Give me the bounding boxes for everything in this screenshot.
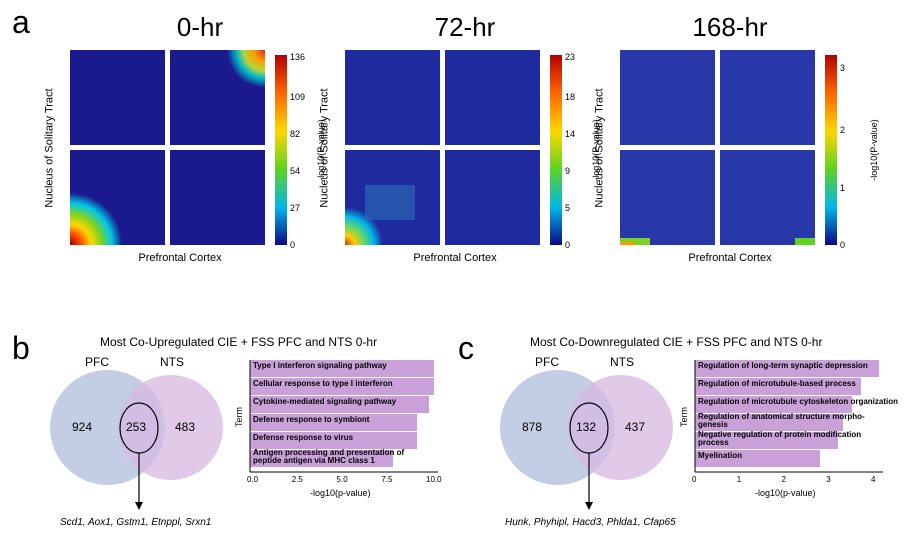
heatmap-quad: [70, 50, 165, 145]
cbar-tick: 3: [840, 63, 845, 73]
cbar-tick: 9: [565, 166, 570, 176]
bar-ylabel-b: Term: [234, 407, 244, 427]
bar-xlabel-b: -log10(p-value): [310, 488, 371, 498]
venn-b: PFC NTS 924 483 253: [40, 355, 240, 505]
axis-tick: 10.0: [426, 475, 442, 484]
barchart-b: Type I interferon signaling pathway Cellu…: [250, 360, 440, 468]
heatmap-quad: [720, 150, 815, 245]
bar-label: Regulation of anatomical structure morph…: [698, 413, 865, 429]
heatmap-quad: [445, 50, 540, 145]
heatmap-quad: [620, 50, 715, 145]
axis-tick: 2: [782, 475, 786, 484]
bar-ylabel-c: Term: [679, 407, 689, 427]
cbar-tick: 0: [565, 240, 570, 250]
heatmap-quad: [70, 150, 165, 245]
bar-row: Regulation of anatomical structure morph…: [695, 414, 885, 431]
colorbar-label-168hr: -log10(P-value): [869, 119, 879, 181]
heatmap-quad: [445, 150, 540, 245]
axis-tick: 3: [826, 475, 830, 484]
barchart-c: Regulation of long-term synaptic depress…: [695, 360, 885, 468]
cbar-tick: 14: [565, 129, 575, 139]
xlabel-168hr: Prefrontal Cortex: [670, 252, 790, 264]
ylabel-168hr: Nucleus of Solitary Tract: [594, 88, 606, 207]
axis-tick: 4: [871, 475, 875, 484]
col-title-72hr: 72-hr: [405, 12, 525, 43]
heatmap-168hr: [620, 50, 820, 250]
bar-label: Myelination: [698, 451, 742, 460]
bar-xlabel-c: -log10(p-value): [755, 488, 816, 498]
bar-label: Negative regulation of protein modificat…: [698, 431, 861, 447]
cbar-tick: 136: [290, 52, 305, 62]
heatmap-72hr: [345, 50, 545, 250]
heatmap-quad: [620, 150, 715, 245]
col-title-0hr: 0-hr: [140, 12, 260, 43]
heatmap-quad: [170, 150, 265, 245]
cbar-tick: 0: [290, 240, 295, 250]
ylabel-0hr: Nucleus of Solitary Tract: [44, 88, 56, 207]
bar-label: Defense response to symbiont: [253, 415, 369, 424]
heatmap-quad: [345, 150, 440, 245]
heatmap-quad: [720, 50, 815, 145]
colorbar-168hr: [825, 55, 837, 245]
colorbar-72hr: [550, 55, 562, 245]
bar-label: Defense response to virus: [253, 433, 353, 442]
bar-label: Regulation of microtubule cytoskeleton o…: [698, 397, 898, 406]
axis-tick: 2.5: [292, 475, 303, 484]
heatmap-0hr: [70, 50, 270, 250]
axis-tick: 0: [692, 475, 696, 484]
bar-label: Type I interferon signaling pathway: [253, 361, 387, 370]
bar-label: Antigen processing and presentation ofpe…: [253, 449, 404, 465]
cbar-tick: 54: [290, 166, 300, 176]
bar-label: Cytokine-mediated signaling pathway: [253, 397, 396, 406]
ylabel-72hr: Nucleus of Solitary Tract: [319, 88, 331, 207]
gene-list-b: Scd1, Aox1, Gstm1, Etnppl, Srxn1: [60, 517, 211, 528]
xlabel-72hr: Prefrontal Cortex: [395, 252, 515, 264]
venn-c: PFC NTS 878 437 132: [490, 355, 690, 505]
cbar-tick: 5: [565, 203, 570, 213]
panel-a-label: a: [12, 4, 30, 41]
bar-row: Negative regulation of protein modificat…: [695, 432, 885, 449]
cbar-tick: 82: [290, 129, 300, 139]
axis-tick: 0.0: [247, 475, 258, 484]
bar-label: Cellular response to type I interferon: [253, 379, 393, 388]
col-title-168hr: 168-hr: [670, 12, 790, 43]
cbar-tick: 109: [290, 92, 305, 102]
cbar-tick: 1: [840, 183, 845, 193]
axis-tick: 7.5: [381, 475, 392, 484]
axis-tick: 1: [737, 475, 741, 484]
cbar-tick: 27: [290, 203, 300, 213]
colorbar-0hr: [275, 55, 287, 245]
xlabel-0hr: Prefrontal Cortex: [120, 252, 240, 264]
panel-b-title: Most Co-Upregulated CIE + FSS PFC and NT…: [100, 335, 377, 349]
cbar-tick: 23: [565, 52, 575, 62]
bar-label: Regulation of microtubule-based process: [698, 379, 856, 388]
panel-c-label: c: [458, 330, 474, 367]
panel-c-title: Most Co-Downregulated CIE + FSS PFC and …: [530, 335, 822, 349]
heatmap-quad: [345, 50, 440, 145]
bar-label: Regulation of long-term synaptic depress…: [698, 361, 868, 370]
cbar-tick: 0: [840, 240, 845, 250]
heatmap-quad: [170, 50, 265, 145]
gene-list-c: Hunk, Phyhipl, Hacd3, Phlda1, Cfap65: [505, 517, 676, 528]
panel-b-label: b: [12, 330, 30, 367]
cbar-tick: 2: [840, 125, 845, 135]
cbar-tick: 18: [565, 92, 575, 102]
axis-tick: 5.0: [337, 475, 348, 484]
